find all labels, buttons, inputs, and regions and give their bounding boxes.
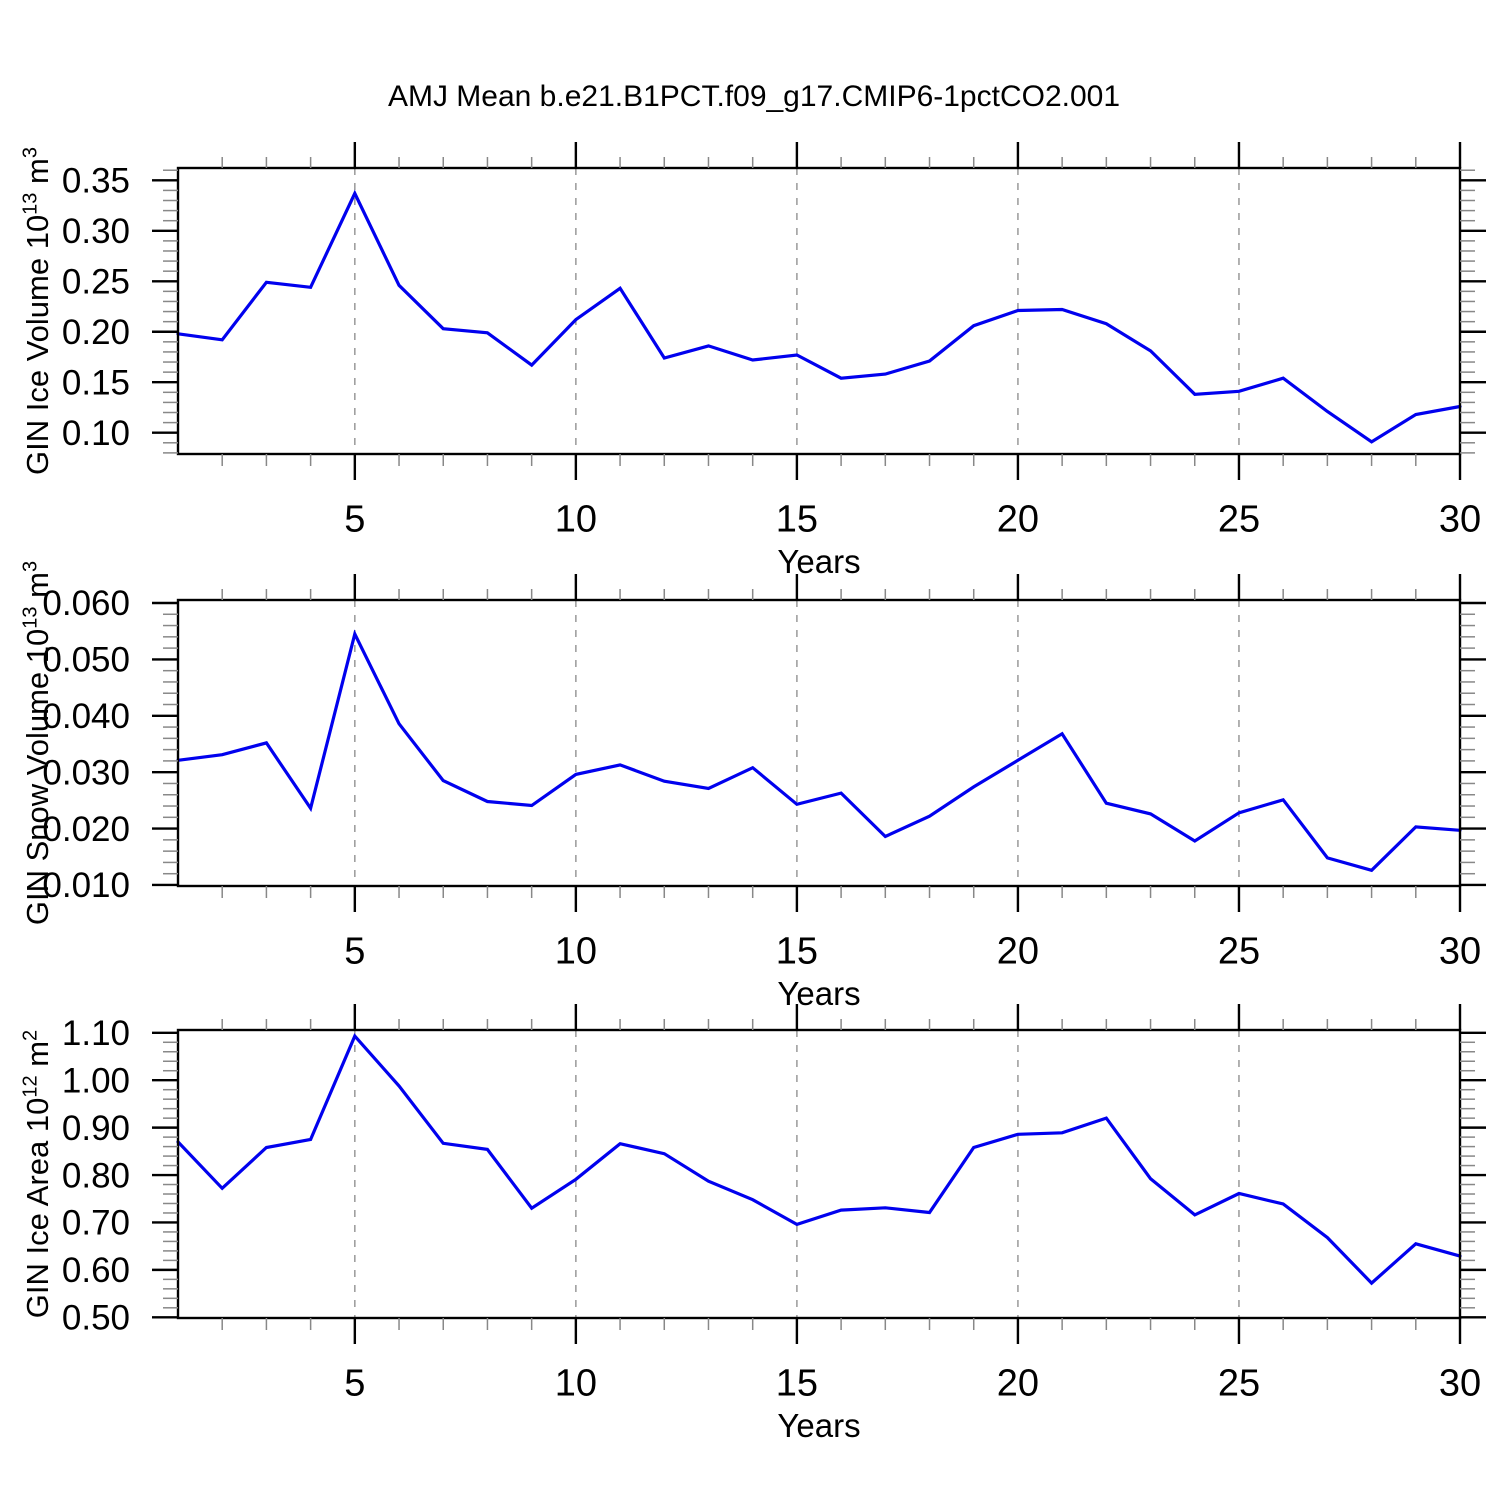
- panel-gin-ice-volume-xtick-labels: 5 10 15 20 25 30: [344, 498, 1481, 540]
- chart-title: AMJ Mean b.e21.B1PCT.f09_g17.CMIP6-1pctC…: [387, 80, 1121, 113]
- xtick-label: 30: [1439, 930, 1481, 972]
- ytick-label: 0.010: [42, 866, 130, 905]
- panel-gin-snow-volume-gridlines: [354, 600, 1240, 886]
- ytick-label: 0.10: [62, 414, 130, 453]
- xtick-label: 15: [776, 498, 818, 540]
- ytick-label: 0.060: [42, 584, 130, 623]
- ytick-label: 1.10: [62, 1014, 130, 1053]
- x-axis-label-years-bottom: Years: [777, 1407, 861, 1444]
- xtick-label: 5: [344, 498, 365, 540]
- xtick-label: 20: [997, 1362, 1039, 1404]
- x-axis-label-years-middle: Years: [777, 975, 861, 1012]
- panel-gin-ice-volume: 0.10 0.15 0.20 0.25 0.30 0.35 5 10 15 20 25 30: [62, 142, 1486, 540]
- panel-gin-ice-volume-ticks: [152, 142, 1486, 480]
- xtick-label: 25: [1218, 1362, 1260, 1404]
- panel-gin-ice-volume-gridlines: [354, 168, 1240, 454]
- ytick-label: 0.70: [62, 1204, 130, 1243]
- xtick-label: 20: [997, 498, 1039, 540]
- panel-gin-snow-volume-series-line: [176, 629, 1462, 873]
- ytick-label: 0.80: [62, 1156, 130, 1195]
- panel-gin-snow-volume-ytick-labels: 0.010 0.020 0.030 0.040 0.050 0.060: [42, 584, 130, 905]
- panel-gin-ice-area-plot-box: [176, 1028, 1462, 1320]
- panel-gin-ice-area-ticks: [152, 1004, 1486, 1344]
- xtick-label: 10: [555, 930, 597, 972]
- y-axis-label-gin-ice-area: GIN Ice Area 1012 m2: [19, 1029, 55, 1319]
- panel-gin-snow-volume-ticks: [152, 574, 1486, 912]
- xtick-label: 25: [1218, 930, 1260, 972]
- panel-gin-snow-volume: 0.010 0.020 0.030 0.040 0.050 0.060 5 10 15 20 25 3…: [42, 574, 1486, 972]
- ytick-label: 0.90: [62, 1109, 130, 1148]
- xtick-label: 30: [1439, 1362, 1481, 1404]
- panel-gin-ice-area-xtick-labels: 5 10 15 20 25 30: [344, 1362, 1481, 1404]
- panel-gin-ice-volume-series-line: [176, 189, 1462, 444]
- ytick-label: 1.00: [62, 1061, 130, 1100]
- panel-gin-ice-volume-ytick-labels: 0.10 0.15 0.20 0.25 0.30 0.35: [62, 162, 130, 453]
- ytick-label: 0.30: [62, 212, 130, 251]
- xtick-label: 15: [776, 930, 818, 972]
- panel-gin-ice-volume-plot-box: [176, 166, 1462, 456]
- ytick-label: 0.020: [42, 810, 130, 849]
- xtick-label: 10: [555, 1362, 597, 1404]
- xtick-label: 5: [344, 930, 365, 972]
- panel-gin-ice-area-ytick-labels: 0.50 0.60 0.70 0.80 0.90 1.00 1.10: [62, 1014, 130, 1337]
- xtick-label: 25: [1218, 498, 1260, 540]
- xtick-label: 5: [344, 1362, 365, 1404]
- xtick-label: 15: [776, 1362, 818, 1404]
- xtick-label: 20: [997, 930, 1039, 972]
- ytick-label: 0.050: [42, 641, 130, 680]
- ytick-label: 0.50: [62, 1299, 130, 1338]
- ytick-label: 0.35: [62, 162, 130, 201]
- panel-gin-ice-area: 0.50 0.60 0.70 0.80 0.90 1.00 1.10 5 10 15 20 25 30: [62, 1004, 1486, 1404]
- xtick-label: 30: [1439, 498, 1481, 540]
- panel-gin-ice-area-series-line: [176, 1033, 1462, 1286]
- panel-gin-ice-area-gridlines: [354, 1030, 1240, 1318]
- ytick-label: 0.15: [62, 363, 130, 402]
- ytick-label: 0.040: [42, 697, 130, 736]
- ytick-label: 0.25: [62, 263, 130, 302]
- panel-gin-snow-volume-xtick-labels: 5 10 15 20 25 30: [344, 930, 1481, 972]
- ytick-label: 0.030: [42, 753, 130, 792]
- xtick-label: 10: [555, 498, 597, 540]
- x-axis-label-years-top: Years: [777, 543, 861, 580]
- panel-gin-snow-volume-plot-box: [176, 598, 1462, 888]
- ytick-label: 0.60: [62, 1251, 130, 1290]
- ytick-label: 0.20: [62, 313, 130, 352]
